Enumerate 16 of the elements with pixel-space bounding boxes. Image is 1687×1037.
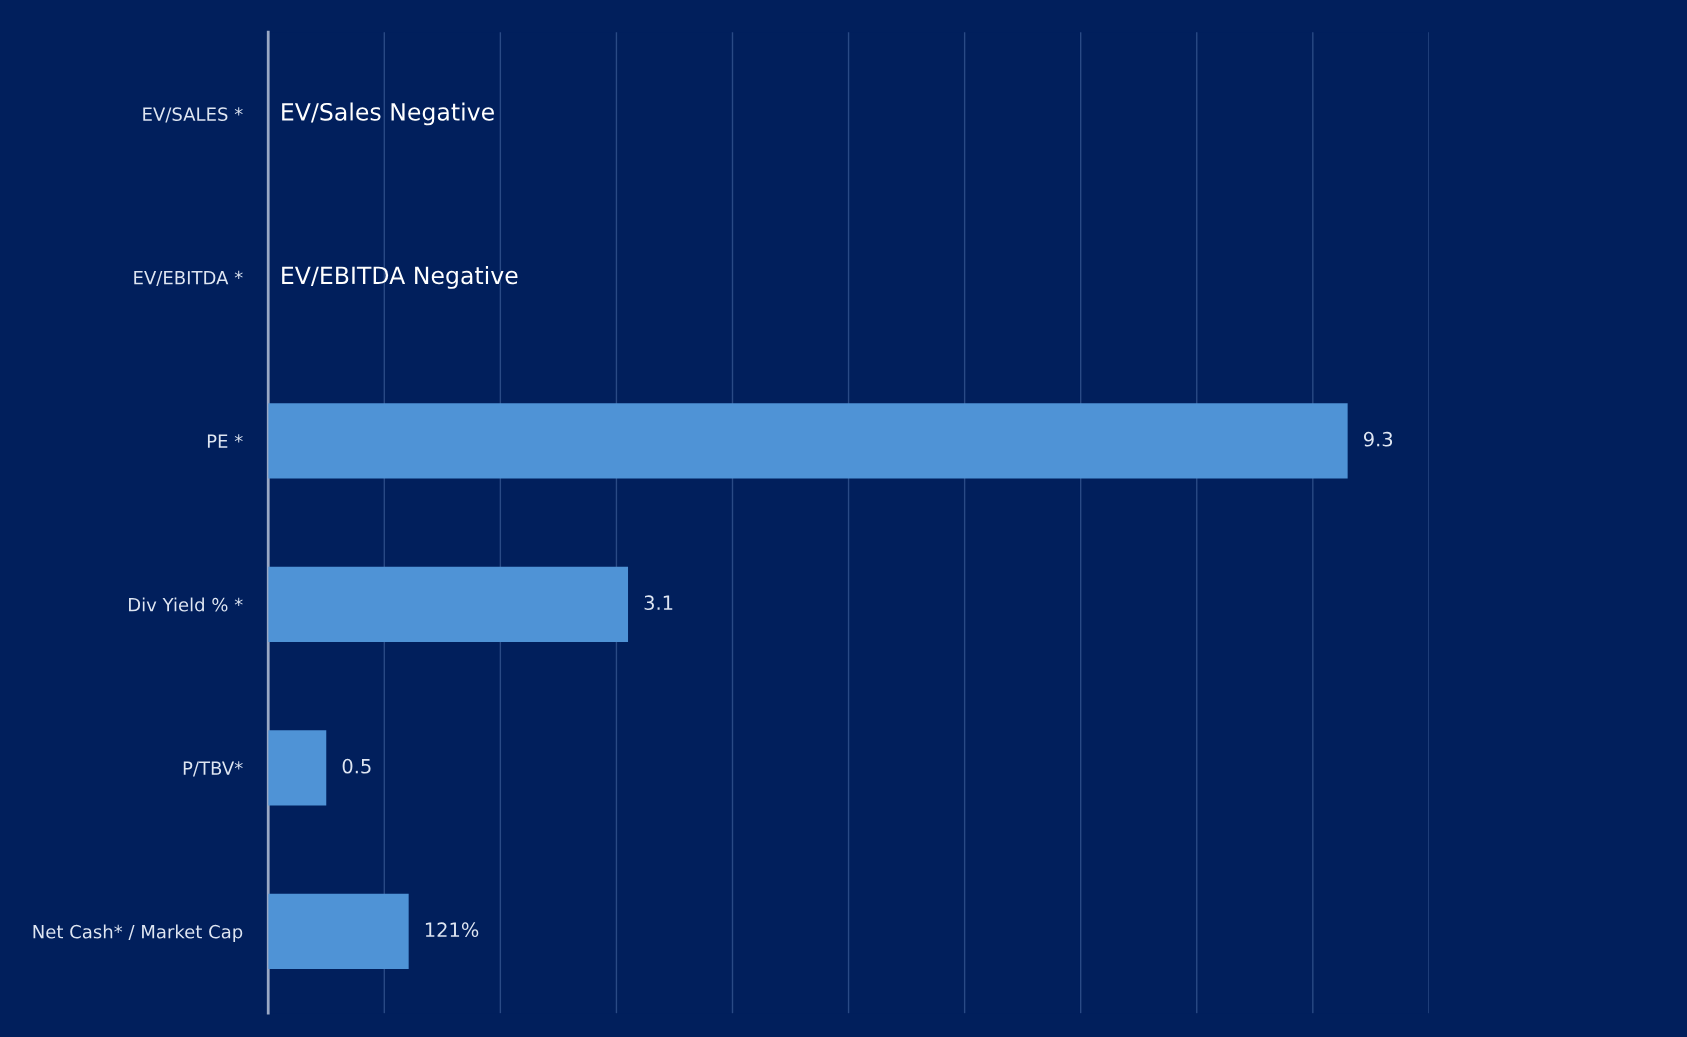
y-tick-label: Div Yield % *: [129, 597, 243, 612]
bar: [268, 403, 1348, 479]
data-label: 121%: [425, 922, 479, 938]
data-label: 3.1: [644, 595, 673, 611]
annotation: EV/Sales Negative: [282, 102, 494, 126]
bar: [268, 566, 629, 642]
y-tick-label: Net Cash* / Market Cap: [33, 924, 243, 943]
y-tick-label: EV/EBITDA *: [134, 270, 243, 286]
data-label: 9.3: [1363, 431, 1393, 447]
bar: [268, 893, 409, 969]
bar: [268, 730, 327, 806]
annotation: EV/EBITDA Negative: [282, 265, 518, 289]
y-tick-label: EV/SALES *: [143, 107, 243, 123]
y-tick-label: P/TBV*: [183, 761, 243, 777]
data-label: 0.5: [342, 758, 371, 774]
y-tick-label: PE *: [207, 434, 243, 448]
